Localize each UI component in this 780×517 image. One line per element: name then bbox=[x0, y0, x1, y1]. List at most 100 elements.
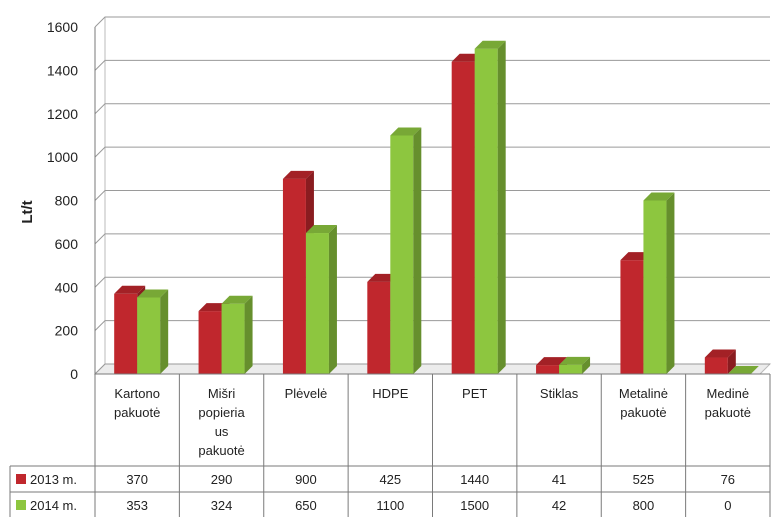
data-cell: 353 bbox=[126, 498, 148, 513]
category-label: Metalinė bbox=[619, 386, 668, 401]
bar-side bbox=[160, 289, 169, 374]
gridline bbox=[94, 146, 770, 158]
category-label: PET bbox=[462, 386, 487, 401]
category-label: us bbox=[215, 424, 229, 439]
bar-front bbox=[137, 297, 161, 374]
y-tick-label: 800 bbox=[55, 193, 79, 209]
y-axis: 0 200 400 600 800 1000 1200 1400 1600 bbox=[47, 19, 96, 382]
gridline bbox=[94, 16, 770, 28]
data-cell: 1500 bbox=[460, 498, 489, 513]
bar-side bbox=[582, 356, 591, 374]
data-cell: 650 bbox=[295, 498, 317, 513]
category-label: pakuotė bbox=[198, 443, 244, 458]
y-tick-label: 1600 bbox=[47, 19, 78, 35]
category-label: Mišri bbox=[208, 386, 236, 401]
bar bbox=[559, 356, 591, 374]
bar-front bbox=[643, 200, 667, 374]
gridline bbox=[94, 320, 770, 331]
bar-front bbox=[620, 260, 644, 374]
bar-front bbox=[198, 311, 222, 374]
gridline bbox=[94, 103, 770, 115]
bar-side bbox=[727, 349, 736, 374]
data-cell: 900 bbox=[295, 472, 317, 487]
bar-front bbox=[704, 357, 728, 374]
bar bbox=[643, 192, 675, 374]
data-table: Kartono pakuotė Mišri popieria us pakuotė Plėv… bbox=[9, 373, 771, 517]
data-cell: 76 bbox=[721, 472, 735, 487]
bar-top bbox=[643, 192, 675, 201]
data-cell: 324 bbox=[211, 498, 233, 513]
bar-top bbox=[137, 289, 169, 298]
bar-front bbox=[114, 293, 138, 374]
bar-front bbox=[559, 364, 583, 374]
y-tick-label: 600 bbox=[55, 236, 79, 252]
bar-top bbox=[727, 366, 759, 374]
category-label: Kartono bbox=[114, 386, 160, 401]
category-label: Stiklas bbox=[540, 386, 579, 401]
bar-top bbox=[114, 285, 146, 294]
bar bbox=[704, 349, 736, 374]
bar-side bbox=[666, 192, 675, 374]
category-label: pakuotė bbox=[705, 405, 751, 420]
bar bbox=[137, 289, 169, 374]
bar-top bbox=[390, 127, 422, 136]
bar bbox=[305, 225, 337, 374]
bar bbox=[221, 295, 253, 374]
data-cell: 42 bbox=[552, 498, 566, 513]
bar-front bbox=[367, 281, 391, 374]
bar-side bbox=[497, 40, 506, 374]
y-tick-label: 1200 bbox=[47, 106, 78, 122]
bar-front bbox=[390, 135, 414, 374]
bar bbox=[474, 40, 506, 374]
gridline bbox=[94, 276, 770, 288]
y-tick-label: 400 bbox=[55, 279, 79, 295]
category-label: Plėvelė bbox=[285, 386, 328, 401]
data-cell: 525 bbox=[633, 472, 655, 487]
category-label: HDPE bbox=[372, 386, 408, 401]
y-axis-label: Lt/t bbox=[19, 200, 36, 223]
category-label: pakuotė bbox=[114, 405, 160, 420]
y-tick-label: 200 bbox=[55, 323, 79, 339]
bar-top bbox=[704, 349, 736, 358]
category-label: Medinė bbox=[706, 386, 749, 401]
bar-top bbox=[536, 357, 568, 366]
gridline bbox=[94, 59, 770, 71]
data-cell: 41 bbox=[552, 472, 566, 487]
legend-entry: 2014 m. bbox=[30, 498, 77, 513]
category-label: popieria bbox=[198, 405, 245, 420]
data-cell: 0 bbox=[724, 498, 731, 513]
data-cell: 800 bbox=[633, 498, 655, 513]
gridline bbox=[94, 233, 770, 245]
bar-top bbox=[559, 356, 591, 365]
y-tick-label: 1400 bbox=[47, 62, 78, 78]
data-cell: 290 bbox=[211, 472, 233, 487]
bar-front bbox=[536, 365, 560, 374]
bars bbox=[114, 40, 759, 374]
legend-entry: 2013 m. bbox=[30, 472, 77, 487]
bar-front bbox=[474, 48, 498, 374]
bar-front bbox=[282, 178, 306, 374]
bar-top bbox=[474, 40, 506, 49]
data-cell: 1100 bbox=[376, 498, 404, 513]
data-cell: 425 bbox=[379, 472, 401, 487]
bar-front bbox=[221, 303, 245, 374]
bar-top bbox=[305, 225, 337, 234]
category-label: pakuotė bbox=[620, 405, 666, 420]
bar-front bbox=[451, 61, 475, 374]
bar-front bbox=[305, 233, 329, 374]
bar bbox=[727, 366, 759, 374]
bar-top bbox=[282, 170, 314, 179]
gridline bbox=[94, 190, 770, 201]
legend-swatch bbox=[16, 474, 26, 484]
data-cell: 370 bbox=[126, 472, 148, 487]
legend-swatch bbox=[16, 500, 26, 510]
bar-side bbox=[413, 127, 422, 374]
bar-side bbox=[328, 225, 337, 374]
bar-top bbox=[221, 295, 253, 304]
y-tick-label: 0 bbox=[70, 366, 78, 382]
y-tick-label: 1000 bbox=[47, 149, 78, 165]
bar bbox=[390, 127, 422, 374]
bar-side bbox=[244, 295, 253, 374]
data-cell: 1440 bbox=[460, 472, 489, 487]
